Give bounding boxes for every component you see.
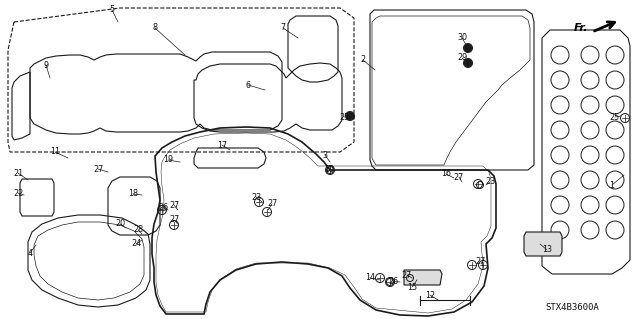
Text: 27: 27 (169, 201, 179, 210)
Text: 27: 27 (402, 271, 412, 279)
Text: 26: 26 (158, 203, 168, 211)
Text: 11: 11 (50, 147, 60, 157)
Text: 28: 28 (133, 226, 143, 234)
Text: 14: 14 (365, 273, 375, 283)
Text: 19: 19 (163, 155, 173, 165)
Circle shape (464, 59, 472, 67)
Text: 7: 7 (280, 24, 285, 33)
Polygon shape (524, 232, 562, 256)
Text: 12: 12 (425, 291, 435, 300)
Text: 16: 16 (441, 169, 451, 179)
Text: 23: 23 (251, 192, 261, 202)
Text: 27: 27 (169, 216, 179, 225)
Text: 21: 21 (13, 168, 23, 177)
Text: 20: 20 (115, 219, 125, 228)
Text: 27: 27 (476, 257, 486, 266)
Text: Fr.: Fr. (573, 23, 588, 33)
Text: 27: 27 (93, 165, 103, 174)
Text: 27: 27 (454, 173, 464, 182)
Text: 17: 17 (217, 140, 227, 150)
Text: 25: 25 (610, 113, 620, 122)
Polygon shape (404, 270, 442, 285)
Text: 18: 18 (128, 189, 138, 198)
Text: 23: 23 (485, 177, 495, 187)
Text: 30: 30 (457, 33, 467, 42)
Text: 13: 13 (542, 246, 552, 255)
Text: 26: 26 (388, 277, 398, 286)
Text: 8: 8 (152, 24, 157, 33)
Text: 1: 1 (609, 181, 614, 189)
Text: 29: 29 (457, 54, 467, 63)
Text: STX4B3600A: STX4B3600A (545, 303, 599, 313)
Text: 10: 10 (324, 166, 334, 174)
Text: 6: 6 (246, 80, 250, 90)
Text: 5: 5 (109, 5, 115, 14)
Text: 3: 3 (323, 151, 328, 160)
Circle shape (346, 112, 354, 120)
Text: 25: 25 (339, 113, 349, 122)
Text: 4: 4 (28, 249, 33, 257)
Text: 22: 22 (13, 189, 23, 197)
Text: 9: 9 (44, 61, 49, 70)
Text: 27: 27 (267, 199, 277, 209)
Text: 24: 24 (131, 240, 141, 249)
Circle shape (464, 44, 472, 52)
Text: 15: 15 (407, 283, 417, 292)
Text: 2: 2 (360, 56, 365, 64)
